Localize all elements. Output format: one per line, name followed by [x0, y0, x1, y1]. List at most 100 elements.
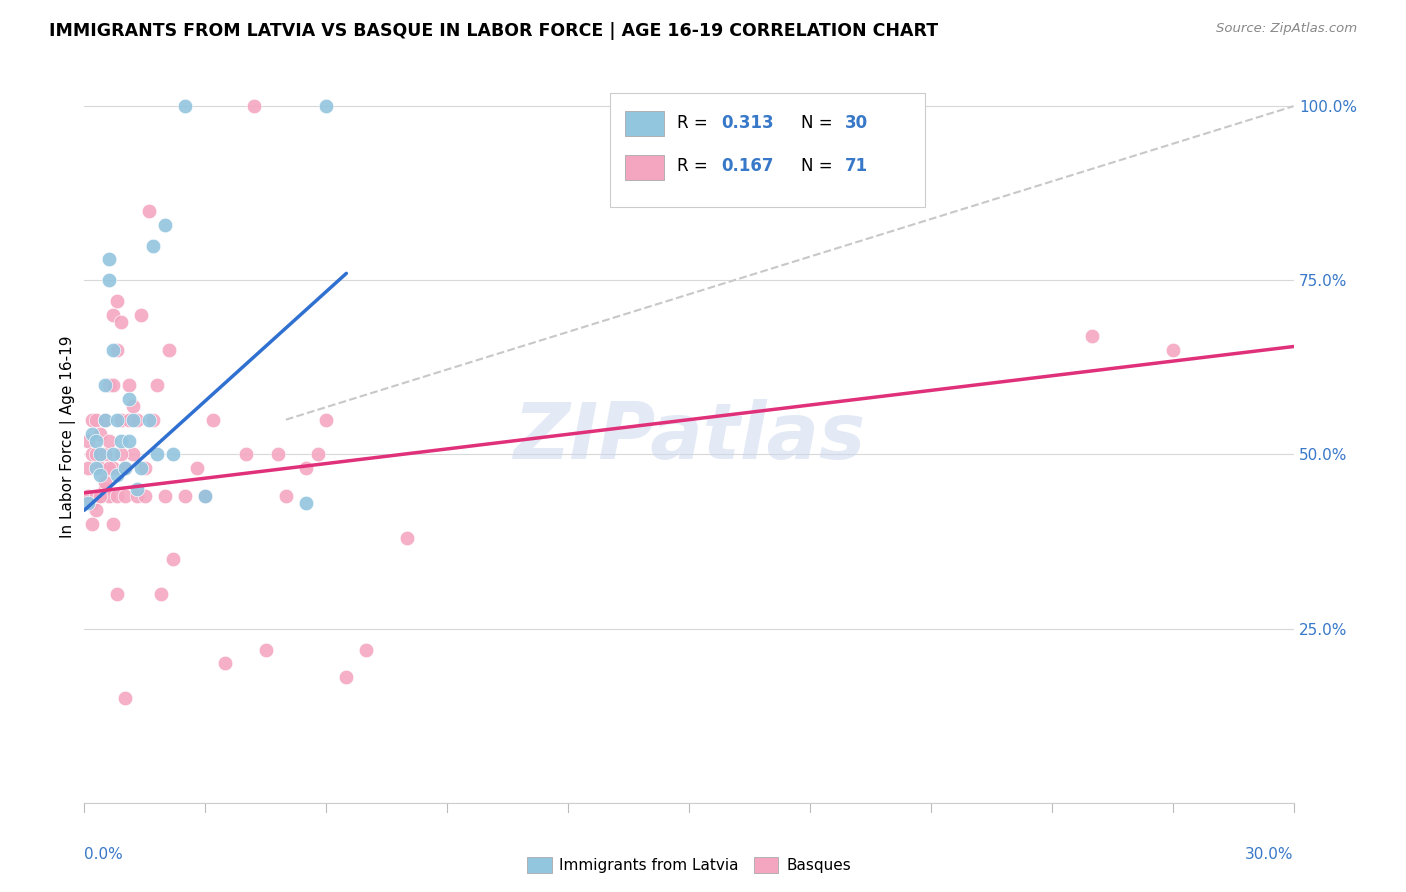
Point — [89, 468, 111, 483]
Point — [295, 461, 318, 475]
Point — [101, 343, 124, 357]
Point — [77, 496, 100, 510]
Point — [86, 461, 108, 475]
Point — [138, 203, 160, 218]
Point — [105, 343, 128, 357]
Point — [86, 434, 108, 448]
Point — [174, 489, 197, 503]
Point — [97, 273, 120, 287]
Point — [93, 377, 115, 392]
Point — [202, 412, 225, 426]
Point — [121, 399, 143, 413]
Point — [194, 489, 217, 503]
Point — [93, 448, 115, 462]
Text: N =: N = — [801, 113, 838, 131]
Point — [134, 489, 156, 503]
Text: R =: R = — [676, 113, 713, 131]
Point — [125, 483, 148, 497]
Point — [274, 489, 297, 503]
Point — [356, 642, 378, 657]
Point — [86, 503, 108, 517]
Point — [138, 412, 160, 426]
Point — [89, 489, 111, 503]
Point — [82, 517, 104, 532]
Text: 0.313: 0.313 — [721, 113, 775, 131]
Point — [101, 308, 124, 322]
Point — [101, 448, 124, 462]
Text: Source: ZipAtlas.com: Source: ZipAtlas.com — [1216, 22, 1357, 36]
Point — [194, 489, 217, 503]
Point — [121, 448, 143, 462]
Point — [1161, 343, 1184, 357]
Point — [89, 461, 111, 475]
Point — [89, 489, 111, 503]
Text: IMMIGRANTS FROM LATVIA VS BASQUE IN LABOR FORCE | AGE 16-19 CORRELATION CHART: IMMIGRANTS FROM LATVIA VS BASQUE IN LABO… — [49, 22, 938, 40]
Point — [97, 461, 120, 475]
Point — [214, 657, 236, 671]
Point — [89, 448, 111, 462]
Point — [77, 489, 100, 503]
Point — [267, 448, 290, 462]
Point — [89, 426, 111, 441]
Point — [395, 531, 418, 545]
Point — [77, 461, 100, 475]
Point — [114, 691, 136, 706]
Point — [114, 489, 136, 503]
Point — [97, 489, 120, 503]
Point — [114, 461, 136, 475]
Point — [129, 461, 152, 475]
Point — [121, 412, 143, 426]
Point — [157, 343, 180, 357]
FancyBboxPatch shape — [610, 94, 925, 207]
Point — [93, 412, 115, 426]
Point — [153, 489, 176, 503]
Point — [125, 412, 148, 426]
Point — [315, 99, 337, 113]
Point — [335, 670, 357, 684]
Point — [86, 448, 108, 462]
Point — [97, 434, 120, 448]
Point — [129, 308, 152, 322]
Point — [142, 412, 165, 426]
Point — [82, 496, 104, 510]
Point — [86, 489, 108, 503]
Point — [118, 434, 141, 448]
FancyBboxPatch shape — [624, 111, 664, 136]
Point — [101, 377, 124, 392]
Point — [101, 517, 124, 532]
Point — [82, 426, 104, 441]
Point — [125, 489, 148, 503]
Y-axis label: In Labor Force | Age 16-19: In Labor Force | Age 16-19 — [60, 335, 76, 539]
Point — [105, 412, 128, 426]
Point — [93, 483, 115, 497]
Point — [315, 412, 337, 426]
Point — [146, 377, 169, 392]
Text: R =: R = — [676, 158, 713, 176]
Text: 0.167: 0.167 — [721, 158, 775, 176]
Point — [105, 468, 128, 483]
Point — [307, 448, 329, 462]
Legend: Immigrants from Latvia, Basques: Immigrants from Latvia, Basques — [522, 851, 856, 880]
Point — [110, 412, 132, 426]
Point — [110, 434, 132, 448]
Point — [242, 99, 264, 113]
Point — [77, 434, 100, 448]
Point — [93, 412, 115, 426]
Point — [97, 377, 120, 392]
Point — [97, 252, 120, 267]
Point — [254, 642, 277, 657]
Point — [186, 461, 208, 475]
Point — [105, 587, 128, 601]
Point — [162, 552, 184, 566]
Text: 30.0%: 30.0% — [1246, 847, 1294, 862]
Point — [118, 377, 141, 392]
Text: N =: N = — [801, 158, 838, 176]
Point — [114, 461, 136, 475]
Text: 30: 30 — [845, 113, 868, 131]
Point — [110, 315, 132, 329]
Point — [110, 448, 132, 462]
Point — [146, 448, 169, 462]
Point — [295, 496, 318, 510]
Point — [1081, 329, 1104, 343]
Point — [153, 218, 176, 232]
